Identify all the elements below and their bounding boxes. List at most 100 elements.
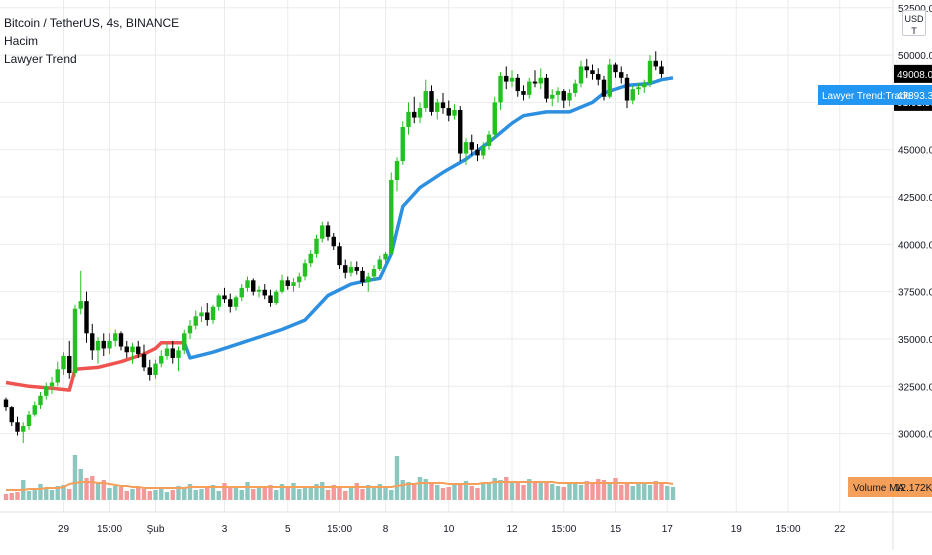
- candle-body: [446, 108, 451, 116]
- volume-bar: [107, 488, 112, 500]
- volume-bar: [613, 478, 618, 500]
- volume-bar: [498, 480, 503, 500]
- candle: [613, 62, 618, 78]
- candle-body: [199, 312, 204, 317]
- volume-bar: [607, 482, 612, 500]
- indicator-lawyer-trend-label[interactable]: Lawyer Trend: [4, 52, 77, 66]
- trade-value-text: 47893.33: [897, 91, 932, 102]
- currency-unit-line1: USD: [904, 14, 924, 24]
- candle: [118, 331, 124, 351]
- candle: [245, 276, 250, 292]
- volume-bar: [417, 477, 423, 500]
- candle-body: [636, 87, 641, 90]
- candle-body: [233, 297, 239, 307]
- candle: [538, 68, 543, 90]
- candle: [268, 289, 273, 307]
- volume-bar: [55, 486, 60, 500]
- candle: [561, 89, 566, 109]
- candle-body: [61, 356, 66, 370]
- candle-body: [95, 340, 101, 351]
- volume-bar: [527, 479, 532, 500]
- volume-bar: [49, 490, 55, 500]
- candle-body: [302, 263, 308, 277]
- volume-bar: [256, 487, 262, 500]
- volume-bar: [337, 487, 342, 500]
- candle: [285, 276, 290, 290]
- candle: [279, 274, 285, 294]
- candle: [44, 382, 49, 400]
- volume-bar: [199, 489, 204, 500]
- volume-bar: [239, 490, 244, 500]
- candle: [101, 333, 106, 357]
- volume-bar: [210, 485, 216, 500]
- candle-body: [84, 301, 89, 334]
- candle: [147, 359, 152, 381]
- volume-bar: [636, 484, 641, 500]
- volume-bar: [400, 480, 405, 500]
- candle-body: [406, 111, 411, 128]
- volume-bar: [538, 481, 543, 500]
- candle: [297, 272, 302, 288]
- volume-bar: [446, 487, 451, 500]
- volume-ma-label-text: Volume MA: [853, 483, 904, 494]
- candle: [584, 58, 589, 78]
- candle: [469, 134, 474, 156]
- candle: [251, 278, 256, 296]
- volume-bar: [279, 484, 285, 500]
- candle-body: [136, 346, 141, 355]
- volume-bar: [619, 485, 624, 500]
- candle-body: [394, 161, 400, 181]
- candle: [642, 79, 647, 93]
- candle: [90, 323, 95, 360]
- candle-body: [561, 91, 566, 101]
- x-tick-label: 22: [834, 524, 846, 535]
- volume-bar: [251, 489, 256, 500]
- volume-bar: [187, 484, 193, 500]
- volume-bar: [509, 481, 515, 500]
- candle: [67, 340, 72, 379]
- candle: [532, 70, 538, 88]
- candle-body: [544, 77, 549, 99]
- candle: [624, 74, 630, 109]
- volume-bar: [642, 482, 647, 500]
- volume-bar: [32, 489, 37, 500]
- currency-unit-button[interactable]: USD T: [902, 10, 926, 36]
- candle: [596, 68, 601, 86]
- candle-body: [205, 312, 210, 321]
- indicator-volume-label[interactable]: Hacim: [4, 34, 39, 48]
- symbol-title[interactable]: Bitcoin / TetherUS, 4s, BINANCE: [4, 16, 180, 30]
- candle-body: [653, 60, 658, 67]
- candle: [325, 221, 331, 241]
- candle-body: [320, 225, 325, 239]
- candle-body: [366, 276, 371, 283]
- trade-label-text: Lawyer Trend:Trade: [822, 91, 912, 102]
- volume-bar: [504, 477, 509, 500]
- volume-bar: [136, 487, 141, 500]
- candle-body: [331, 236, 336, 247]
- x-tick-label: 15:00: [551, 524, 576, 535]
- candle-body: [216, 295, 221, 307]
- volume-bar: [492, 478, 497, 500]
- candle: [176, 346, 181, 372]
- volume-bar: [118, 487, 124, 500]
- volume-bar: [182, 488, 187, 500]
- candle-body: [630, 89, 635, 101]
- volume-bar: [544, 483, 549, 500]
- volume-bar: [314, 484, 319, 500]
- volume-bar: [624, 483, 630, 500]
- candle: [619, 66, 624, 84]
- volume-bar: [412, 484, 417, 500]
- candle-body: [164, 348, 170, 357]
- candle: [228, 293, 233, 313]
- candle-body: [492, 102, 497, 135]
- candle: [394, 157, 400, 192]
- x-tick-label: 29: [58, 524, 70, 535]
- candle: [377, 255, 382, 271]
- candle: [412, 96, 417, 124]
- candle-body: [573, 83, 578, 93]
- volume-bar: [630, 486, 635, 500]
- volume-bar: [26, 491, 32, 500]
- candle: [504, 66, 509, 90]
